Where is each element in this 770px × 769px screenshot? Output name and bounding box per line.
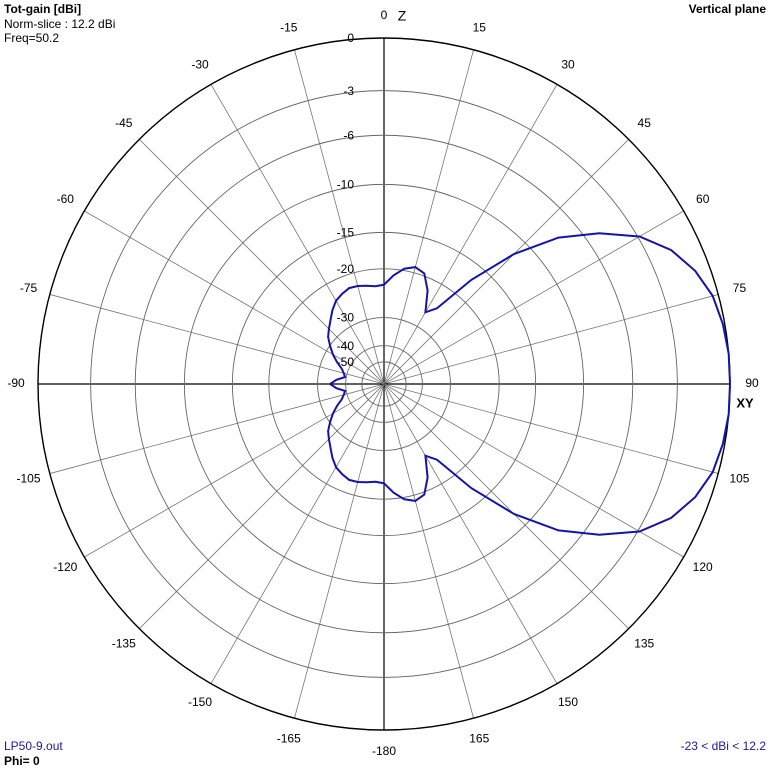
- grid-spoke: [49, 383, 385, 474]
- grid-ring: [361, 361, 407, 407]
- grid-spoke: [383, 139, 629, 385]
- angle-tick-label: 75: [733, 281, 747, 295]
- angle-tick-label: -30: [191, 57, 209, 71]
- frequency: Freq=50.2: [4, 31, 59, 45]
- grid-spoke: [294, 49, 385, 385]
- pattern-line: [327, 232, 732, 536]
- grid-spoke: [383, 294, 719, 385]
- angle-tick-label: 60: [696, 192, 710, 206]
- grid-spoke: [383, 49, 474, 385]
- r-tick-label: -3: [343, 84, 354, 98]
- grid-spoke: [383, 383, 629, 629]
- r-tick-label: 0: [347, 31, 354, 45]
- grid-ring: [317, 317, 451, 451]
- grid-spoke: [383, 383, 558, 684]
- angle-tick-label: -135: [112, 636, 136, 650]
- angle-tick-label: -90: [7, 376, 25, 390]
- angle-tick-label: 30: [561, 57, 575, 71]
- phi: Phi= 0: [4, 754, 40, 768]
- angle-tick-label: -165: [277, 732, 301, 746]
- angle-tick-label: -45: [115, 116, 133, 130]
- grid-spoke: [383, 383, 719, 474]
- angle-tick-label: -180: [372, 744, 396, 758]
- grid-ring: [345, 345, 423, 423]
- angle-tick-label: 90: [745, 376, 759, 390]
- grid-spoke: [383, 383, 474, 719]
- grid-ring: [90, 90, 678, 678]
- angle-tick-label: -120: [53, 560, 77, 574]
- grid-ring: [183, 183, 585, 585]
- grid-spoke: [49, 294, 385, 385]
- r-tick-label: -40: [337, 339, 355, 353]
- grid-ring: [268, 268, 500, 500]
- grid-ring: [231, 231, 537, 537]
- angle-tick-label: 45: [638, 116, 652, 130]
- r-tick-label: -10: [337, 178, 355, 192]
- angle-tick-label: 105: [729, 471, 749, 485]
- range-note: -23 < dBi < 12.2: [681, 739, 767, 753]
- axis-label: XY: [736, 395, 754, 410]
- grid-spoke: [383, 210, 684, 385]
- r-tick-label: -20: [337, 262, 355, 276]
- r-tick-label: -6: [343, 128, 354, 142]
- angle-tick-label: 135: [634, 636, 654, 650]
- r-tick-label: -15: [337, 226, 355, 240]
- axis-label: Z: [398, 8, 407, 24]
- angle-tick-label: 15: [473, 21, 487, 35]
- grid-spoke: [210, 383, 385, 684]
- r-tick-label: -30: [337, 311, 355, 325]
- grid-ring: [134, 134, 634, 634]
- grid-spoke: [139, 383, 385, 629]
- grid-spoke: [383, 383, 684, 558]
- file-name: LP50-9.out: [4, 739, 63, 753]
- r-tick-label: -50: [337, 355, 355, 369]
- angle-tick-label: -60: [57, 192, 75, 206]
- angle-tick-label: 165: [469, 732, 489, 746]
- grid-spoke: [210, 84, 385, 385]
- angle-tick-label: 120: [693, 560, 713, 574]
- angle-tick-label: -15: [280, 21, 298, 35]
- chart-title: Tot-gain [dBi]: [4, 2, 81, 16]
- angle-tick-label: 150: [558, 695, 578, 709]
- grid-spoke: [294, 383, 385, 719]
- angle-tick-label: -105: [17, 471, 41, 485]
- plane: Vertical plane: [689, 2, 767, 16]
- angle-tick-label: 0: [381, 8, 388, 22]
- angle-tick-label: -75: [20, 281, 38, 295]
- grid-spoke: [383, 84, 558, 385]
- grid-spoke: [139, 139, 385, 385]
- angle-tick-label: -150: [188, 695, 212, 709]
- subtitle: Norm-slice : 12.2 dBi: [4, 17, 115, 31]
